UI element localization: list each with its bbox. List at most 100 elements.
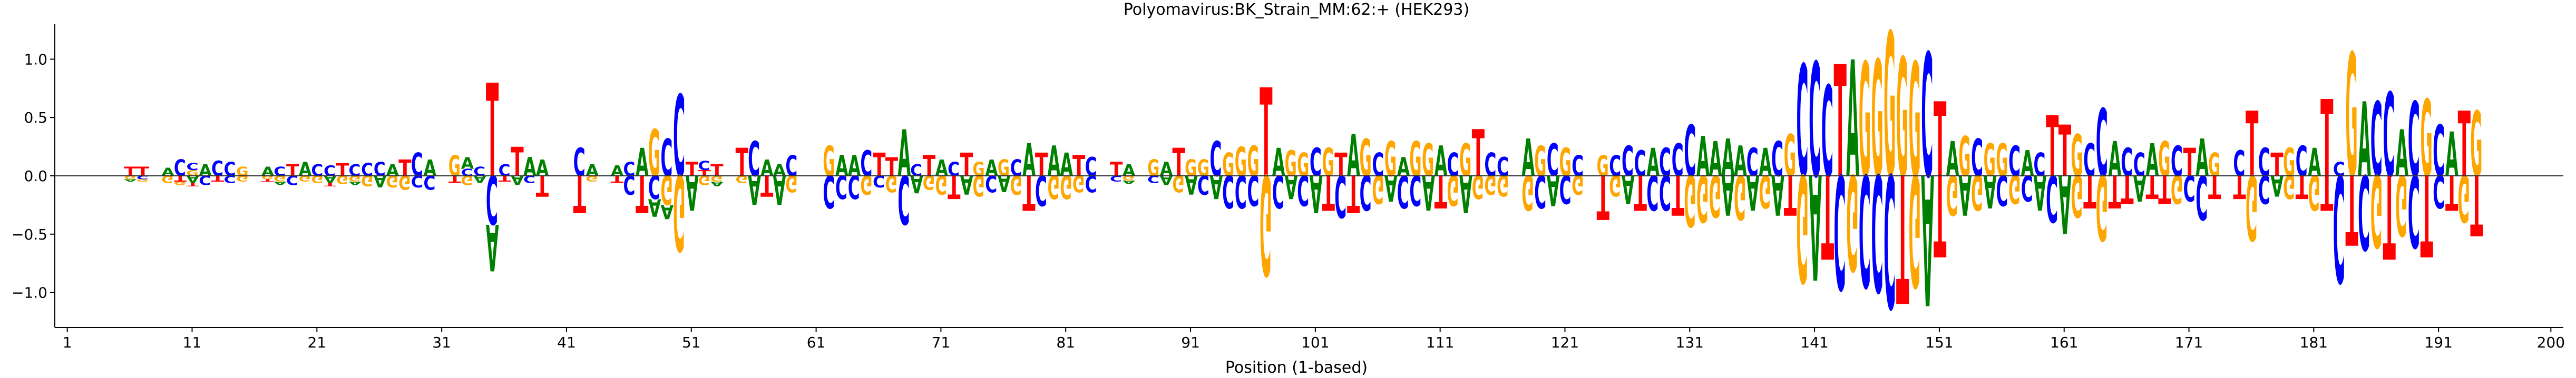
logo-letter-T: T bbox=[1172, 141, 1185, 185]
logo-letter-C: C bbox=[2333, 158, 2345, 181]
logo-letter-T: T bbox=[2458, 93, 2471, 197]
logo-letter-T: T bbox=[1834, 33, 1847, 212]
logo-letter-G: G bbox=[998, 156, 1010, 181]
x-tick-label: 200 bbox=[2537, 334, 2565, 351]
logo-letter-C: C bbox=[2258, 141, 2270, 185]
y-ticks: −1.0 −0.5 0.0 0.5 1.0 bbox=[12, 51, 55, 302]
logo-letter-A: A bbox=[536, 155, 549, 181]
logo-letter-C: C bbox=[835, 168, 847, 205]
logo-letter-A: A bbox=[2133, 167, 2146, 208]
logo-letter-A: A bbox=[1285, 168, 1298, 205]
logo-letter-A: A bbox=[1958, 162, 1972, 225]
logo-letter-T: T bbox=[2233, 168, 2246, 205]
logo-letter-T: T bbox=[2121, 166, 2133, 211]
logo-letter-T: T bbox=[2146, 168, 2159, 205]
logo-letter-A: A bbox=[2021, 144, 2034, 185]
logo-letter-G: G bbox=[1172, 170, 1184, 195]
logo-letter-C: C bbox=[523, 173, 535, 184]
logo-letter-A: A bbox=[960, 170, 973, 200]
logo-letter-G: G bbox=[1797, 141, 1809, 312]
logo-letter-C: C bbox=[985, 171, 997, 197]
x-tick-label: 81 bbox=[1056, 334, 1075, 351]
logo-letter-C: C bbox=[411, 147, 423, 184]
logo-letter-C: C bbox=[2433, 165, 2445, 216]
logo-letter-C: C bbox=[2408, 152, 2420, 267]
logo-letter-C: C bbox=[1235, 165, 1247, 216]
logo-letter-A: A bbox=[661, 200, 674, 223]
logo-letter-T: T bbox=[1634, 164, 1647, 220]
y-tick-label: −0.5 bbox=[12, 226, 47, 243]
logo-letter-C: C bbox=[1821, 60, 1833, 205]
logo-letter-T: T bbox=[2158, 166, 2171, 211]
logo-letter-G: G bbox=[1222, 147, 1234, 184]
logo-letter-C: C bbox=[1971, 129, 1983, 188]
logo-letter-T: T bbox=[324, 182, 337, 187]
logo-letter-G: G bbox=[1384, 131, 1397, 187]
logo-letter-A: A bbox=[1048, 138, 1061, 186]
logo-letter-C: C bbox=[1859, 140, 1871, 318]
logo-letter-C: C bbox=[748, 132, 760, 188]
logo-letter-C: C bbox=[2370, 81, 2383, 200]
logo-letter-C: C bbox=[224, 158, 236, 181]
logo-letter-C: C bbox=[897, 160, 910, 238]
logo-letter-C: C bbox=[374, 158, 386, 181]
logo-letter-G: G bbox=[236, 174, 248, 183]
logo-letter-T: T bbox=[1022, 164, 1035, 220]
logo-letter-A: A bbox=[1622, 166, 1635, 211]
logo-letter-A: A bbox=[124, 178, 137, 182]
logo-letter-A: A bbox=[897, 117, 911, 191]
logo-letter-A: A bbox=[835, 149, 848, 183]
logo-letter-T: T bbox=[573, 163, 586, 223]
logo-letter-G: G bbox=[2370, 152, 2383, 268]
logo-letter-A: A bbox=[1759, 141, 1772, 185]
logo-letter-C: C bbox=[1409, 165, 1421, 214]
logo-letter-A: A bbox=[1946, 132, 1959, 187]
logo-letter-A: A bbox=[760, 155, 774, 181]
logo-letter-T: T bbox=[2208, 168, 2221, 205]
x-tick-label: 161 bbox=[2050, 334, 2078, 351]
logo-letter-C: C bbox=[2183, 167, 2196, 207]
logo-letter-C: C bbox=[2358, 152, 2370, 271]
logo-letter-G: G bbox=[1884, 0, 1896, 223]
logo-letter-A: A bbox=[2033, 164, 2046, 219]
logo-letter-C: C bbox=[2258, 166, 2270, 211]
logo-letter-A: A bbox=[748, 166, 761, 213]
logo-letter-C: C bbox=[1010, 155, 1022, 181]
logo-letter-G: G bbox=[261, 175, 274, 180]
logo-letter-C: C bbox=[2333, 141, 2345, 312]
logo-letter-G: G bbox=[673, 151, 685, 272]
logo-letter-C: C bbox=[2296, 138, 2308, 186]
logo-letter-C: C bbox=[1547, 135, 1559, 187]
logo-letter-A: A bbox=[1734, 138, 1747, 186]
logo-letter-T: T bbox=[1072, 149, 1086, 183]
x-tick-label: 121 bbox=[1551, 334, 1579, 351]
logo-letter-C: C bbox=[1197, 170, 1209, 200]
logo-letter-C: C bbox=[174, 155, 186, 181]
logo-letter-A: A bbox=[935, 155, 948, 181]
logo-letter-T: T bbox=[2046, 99, 2058, 195]
logo-letter-A: A bbox=[386, 162, 399, 180]
logo-letter-A: A bbox=[1721, 129, 1734, 188]
logo-letter-A: A bbox=[1160, 173, 1173, 187]
logo-letter-A: A bbox=[486, 210, 499, 284]
logo-letter-C: C bbox=[2233, 144, 2245, 185]
logo-letter-C: C bbox=[623, 170, 635, 200]
logo-letter-C: C bbox=[1209, 132, 1222, 188]
logo-letter-T: T bbox=[1435, 165, 1448, 216]
logo-letter-G: G bbox=[1497, 168, 1509, 202]
logo-letter-C: C bbox=[224, 173, 236, 184]
logo-letter-G: G bbox=[1247, 137, 1260, 186]
logo-letter-G: G bbox=[2458, 161, 2470, 235]
logo-letter-C: C bbox=[1397, 165, 1409, 216]
logo-letter-G: G bbox=[2008, 166, 2021, 211]
logo-letter-C: C bbox=[1310, 141, 1322, 185]
logo-letter-C: C bbox=[1921, 19, 1933, 216]
logo-letter-C: C bbox=[1085, 152, 1097, 182]
logo-letter-T: T bbox=[2320, 77, 2333, 201]
x-tick-label: 11 bbox=[183, 334, 202, 351]
logo-letter-G: G bbox=[448, 150, 461, 183]
logo-letter-C: C bbox=[286, 173, 298, 188]
logo-letter-A: A bbox=[2270, 169, 2284, 203]
logo-letter-T: T bbox=[2246, 93, 2258, 197]
logo-letter-C: C bbox=[1622, 138, 1634, 186]
